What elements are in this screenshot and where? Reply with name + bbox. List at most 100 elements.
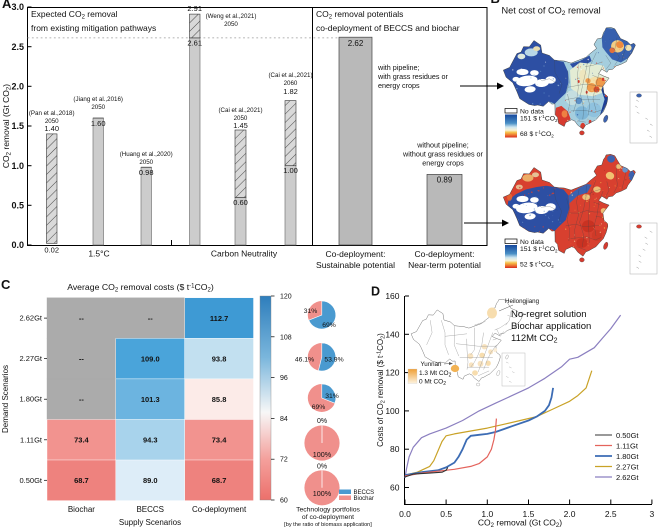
svg-text:1.5: 1.5 [11,121,24,131]
svg-text:100%: 100% [313,489,332,498]
svg-text:68.7: 68.7 [212,476,227,485]
svg-text:2.5: 2.5 [605,509,617,519]
svg-text:0.5: 0.5 [11,201,24,211]
svg-text:2.62Gt: 2.62Gt [19,314,42,323]
svg-text:(Huang et al.,2020): (Huang et al.,2020) [120,151,173,158]
svg-text:Co-deployment:: Co-deployment: [414,249,474,259]
svg-text:with grass residues or: with grass residues or [377,72,449,81]
svg-text:52 $ t-1CO2: 52 $ t-1CO2 [520,260,554,269]
svg-text:120: 120 [385,368,399,378]
svg-text:53.9%: 53.9% [324,357,343,364]
svg-text:of co-deployment: of co-deployment [302,514,354,521]
svg-text:0.0: 0.0 [399,509,411,519]
svg-text:co-deployment of BECCS and bio: co-deployment of BECCS and biochar [316,23,460,33]
svg-text:BECCS: BECCS [354,490,375,496]
svg-text:46.1%: 46.1% [295,357,314,364]
svg-text:1.0: 1.0 [481,509,493,519]
svg-text:CO2 removal (Gt CO2): CO2 removal (Gt CO2) [478,518,562,527]
svg-text:1.82: 1.82 [283,87,298,96]
svg-text:1.0: 1.0 [11,161,24,171]
svg-text:100%: 100% [313,450,332,459]
svg-text:1.80Gt: 1.80Gt [19,395,42,404]
svg-text:energy crops: energy crops [378,81,420,90]
svg-text:2050: 2050 [234,115,248,122]
svg-text:2050: 2050 [139,159,153,166]
svg-text:101.3: 101.3 [141,395,160,404]
svg-text:93.8: 93.8 [212,354,227,363]
svg-text:0.0: 0.0 [11,240,24,250]
svg-text:Net cost of CO2 removal: Net cost of CO2 removal [502,6,601,18]
svg-text:1.5°C: 1.5°C [88,249,109,259]
svg-text:Biochar application: Biochar application [511,321,591,332]
svg-text:31%: 31% [325,393,339,400]
svg-text:2050: 2050 [224,21,238,28]
svg-text:140: 140 [385,329,399,339]
svg-text:Demand Scenarios: Demand Scenarios [1,365,10,433]
svg-text:3.0: 3.0 [11,2,24,12]
svg-text:Yunnan: Yunnan [421,361,443,368]
svg-text:0.50Gt: 0.50Gt [19,476,42,485]
svg-text:2050: 2050 [91,104,105,111]
svg-text:151 $ t-1CO2: 151 $ t-1CO2 [520,245,558,254]
svg-text:without grass residues or: without grass residues or [402,150,484,159]
svg-text:Expected CO2 removal: Expected CO2 removal [31,9,118,21]
svg-text:2.27Gt: 2.27Gt [19,354,42,363]
svg-text:68.7: 68.7 [74,476,89,485]
svg-text:1.5: 1.5 [523,509,535,519]
svg-text:85.8: 85.8 [212,395,227,404]
svg-text:31%: 31% [304,308,318,315]
svg-text:1.45: 1.45 [233,121,248,130]
svg-text:112.7: 112.7 [210,314,228,323]
svg-text:A: A [2,0,12,11]
svg-text:Co-deployment: Co-deployment [192,505,247,514]
svg-text:112Mt CO2: 112Mt CO2 [511,333,558,345]
svg-text:69%: 69% [322,322,336,329]
svg-text:1.11Gt: 1.11Gt [20,435,43,444]
svg-text:2050: 2050 [45,118,59,125]
svg-text:2060: 2060 [284,80,298,87]
svg-text:energy crops: energy crops [422,159,464,168]
svg-text:60: 60 [390,483,400,493]
svg-text:0.50Gt: 0.50Gt [616,431,639,440]
svg-text:73.4: 73.4 [212,436,227,445]
svg-text:108: 108 [280,334,292,341]
svg-text:2.5: 2.5 [11,42,24,52]
svg-text:2.91: 2.91 [187,4,202,13]
svg-text:CO2 removal potentials: CO2 removal potentials [316,9,403,21]
svg-text:Technology portfolios: Technology portfolios [296,507,360,514]
svg-text:120: 120 [280,294,292,301]
svg-text:B: B [491,0,500,6]
svg-text:1.40: 1.40 [44,124,59,133]
svg-text:Biochar: Biochar [68,505,95,514]
svg-text:(Weng et al.,2021): (Weng et al.,2021) [206,13,257,20]
svg-text:2.0: 2.0 [564,509,576,519]
svg-text:--: -- [148,314,153,323]
svg-text:(Jiang et al.,2016): (Jiang et al.,2016) [73,96,123,103]
svg-text:CO2 removal (Gt CO2): CO2 removal (Gt CO2) [1,84,13,168]
svg-text:72: 72 [280,457,288,464]
svg-text:0 Mt CO2: 0 Mt CO2 [419,379,446,387]
svg-text:73.4: 73.4 [74,436,89,445]
svg-text:68 $ t-1CO2: 68 $ t-1CO2 [520,130,554,139]
svg-text:BECCS: BECCS [136,505,164,514]
svg-text:Supply Scenarios: Supply Scenarios [119,518,181,527]
svg-text:No data: No data [520,108,544,115]
svg-text:1.3 Mt CO2: 1.3 Mt CO2 [419,370,452,378]
svg-text:Average CO2 removal costs ($ t: Average CO2 removal costs ($ t-1CO2) [67,282,214,294]
svg-text:2.62: 2.62 [348,39,364,48]
svg-text:60: 60 [280,498,288,505]
svg-text:0%: 0% [317,418,327,425]
svg-text:89.0: 89.0 [143,476,158,485]
svg-text:0.5: 0.5 [440,509,452,519]
svg-text:2.0: 2.0 [11,82,24,92]
svg-text:Biochar: Biochar [354,496,374,502]
svg-text:Costs of CO2 removal ($ t-1CO2: Costs of CO2 removal ($ t-1CO2) [376,333,387,447]
svg-text:84: 84 [280,416,288,423]
svg-text:0.60: 0.60 [233,198,248,207]
svg-text:Sustainable potential: Sustainable potential [316,260,395,270]
svg-text:1.11Gt: 1.11Gt [616,442,639,451]
svg-text:0.98: 0.98 [139,168,154,177]
svg-text:0%: 0% [317,464,327,471]
svg-text:D: D [371,285,380,299]
svg-text:Heilongjiang: Heilongjiang [505,298,540,305]
